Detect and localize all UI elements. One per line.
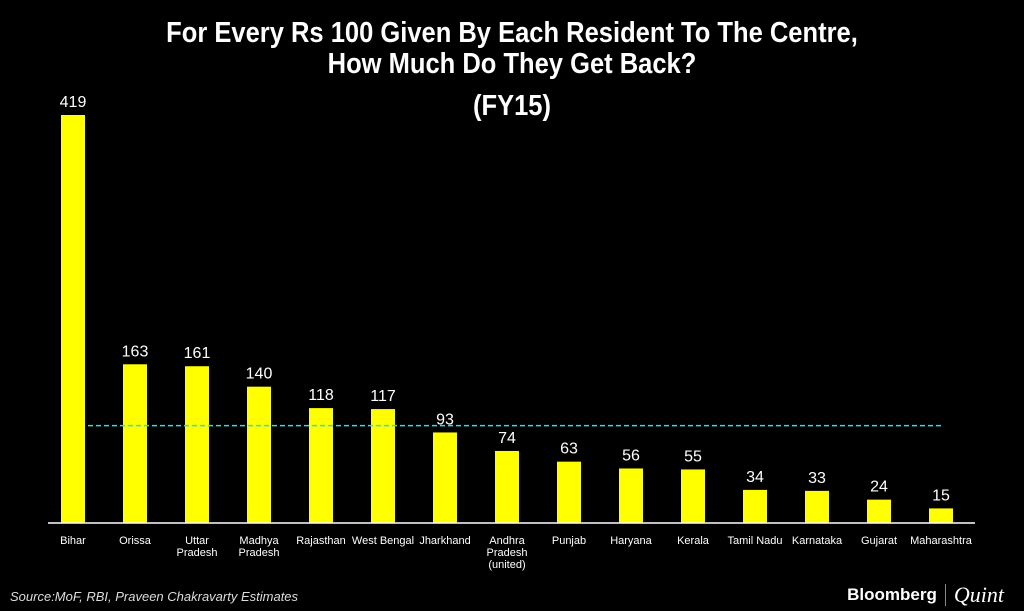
category-label-0: Bihar (60, 535, 86, 547)
bloomberg-quint-logo: Bloomberg Quint (847, 582, 1004, 608)
bar-4 (309, 408, 333, 523)
category-label-8: Punjab (552, 535, 586, 547)
category-label-9: Haryana (610, 535, 652, 547)
bar-9 (619, 468, 643, 523)
data-label-7: 74 (498, 430, 516, 447)
data-label-0: 419 (60, 94, 87, 111)
data-label-2: 161 (184, 345, 211, 362)
logo-bloomberg: Bloomberg (847, 585, 937, 604)
source-note: Source:MoF, RBI, Praveen Chakravarty Est… (10, 589, 299, 604)
bar-8 (557, 461, 581, 523)
data-label-1: 163 (122, 343, 149, 360)
title-line-1: For Every Rs 100 Given By Each Resident … (166, 17, 858, 49)
bar-12 (805, 490, 829, 523)
data-label-3: 140 (246, 366, 273, 383)
logo-divider (944, 584, 946, 606)
bar-13 (867, 499, 891, 523)
category-label-12: Karnataka (792, 535, 843, 547)
bar-10 (681, 469, 705, 523)
category-label-3: Madhya Pradesh (239, 535, 280, 559)
bar-11 (743, 489, 767, 523)
category-label-4: Rajasthan (296, 535, 346, 547)
data-label-10: 55 (684, 448, 702, 465)
chart-subtitle: (FY15) (472, 90, 551, 122)
data-label-8: 63 (560, 441, 578, 458)
data-label-12: 33 (808, 470, 826, 487)
data-label-5: 117 (370, 388, 396, 405)
category-label-1: Orissa (119, 535, 152, 547)
data-label-14: 15 (932, 487, 950, 504)
data-label-4: 118 (308, 387, 334, 404)
title-line-2: How Much Do They Get Back? (327, 48, 697, 80)
logo-quint: Quint (953, 582, 1004, 607)
bar-0 (61, 115, 85, 523)
data-label-9: 56 (622, 447, 640, 464)
bar-7 (495, 450, 519, 523)
data-label-11: 34 (746, 469, 764, 486)
bar-14 (929, 508, 953, 523)
data-label-13: 24 (870, 479, 888, 496)
category-label-10: Kerala (677, 535, 710, 547)
category-label-5: West Bengal (352, 535, 414, 547)
data-label-6: 93 (436, 411, 454, 428)
bar-1 (123, 364, 147, 523)
category-label-11: Tamil Nadu (727, 535, 782, 547)
category-label-13: Gujarat (861, 535, 897, 547)
bar-3 (247, 386, 271, 523)
bar-2 (185, 366, 209, 523)
chart-title: For Every Rs 100 Given By Each Resident … (61, 18, 962, 80)
bar-6 (433, 432, 457, 523)
category-label-2: Uttar Pradesh (177, 535, 218, 559)
category-label-7: Andhra Pradesh (united) (487, 535, 528, 571)
category-label-14: Maharashtra (910, 535, 973, 547)
bar-5 (371, 409, 395, 523)
category-label-6: Jharkhand (419, 535, 470, 547)
